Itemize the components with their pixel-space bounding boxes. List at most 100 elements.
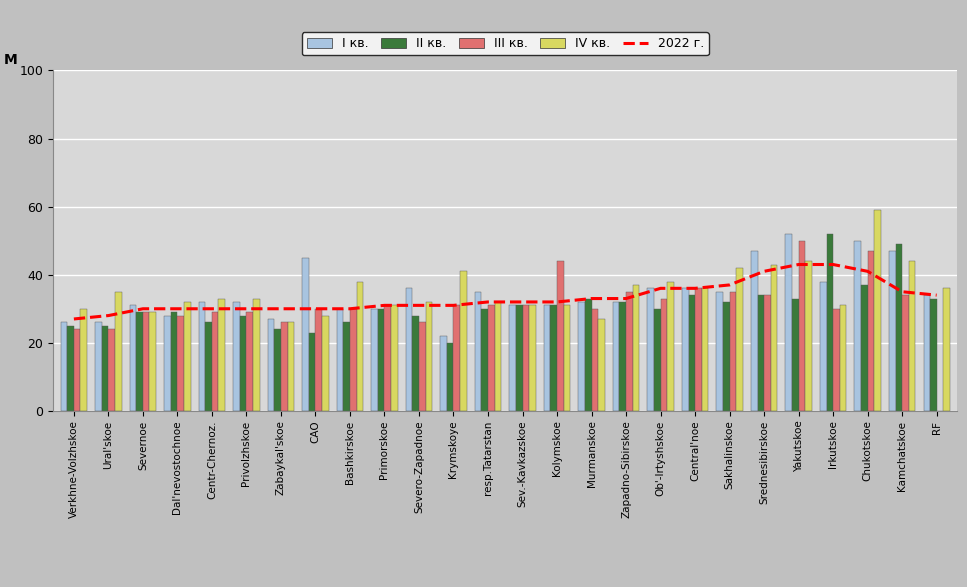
Bar xyxy=(177,316,184,411)
Bar xyxy=(488,305,494,411)
Bar xyxy=(482,309,488,411)
Bar xyxy=(136,312,143,411)
Bar xyxy=(943,288,950,411)
Bar xyxy=(357,282,363,411)
Bar xyxy=(494,302,501,411)
Bar xyxy=(253,299,259,411)
Bar xyxy=(736,268,743,411)
Bar xyxy=(102,326,108,411)
Bar xyxy=(682,288,689,411)
Bar xyxy=(626,292,632,411)
Bar xyxy=(874,210,881,411)
Bar xyxy=(585,299,592,411)
Bar xyxy=(550,305,557,411)
Bar xyxy=(68,326,73,411)
Bar xyxy=(171,312,177,411)
Bar xyxy=(785,234,792,411)
Bar xyxy=(460,271,467,411)
Bar xyxy=(80,309,87,411)
Bar xyxy=(425,302,432,411)
Bar xyxy=(820,282,827,411)
Bar xyxy=(108,329,115,411)
Bar xyxy=(757,295,764,411)
Bar xyxy=(510,305,516,411)
Bar xyxy=(315,309,322,411)
Bar xyxy=(130,305,136,411)
Bar xyxy=(275,329,281,411)
Bar xyxy=(199,302,205,411)
Bar xyxy=(729,292,736,411)
Bar xyxy=(529,305,536,411)
Bar xyxy=(287,322,294,411)
Bar xyxy=(695,288,702,411)
Bar xyxy=(632,285,639,411)
Bar xyxy=(717,292,723,411)
Bar xyxy=(440,336,447,411)
Bar xyxy=(689,295,695,411)
Bar xyxy=(337,309,343,411)
Bar xyxy=(855,241,861,411)
Bar xyxy=(839,305,846,411)
Bar xyxy=(751,251,757,411)
Bar xyxy=(475,292,482,411)
Bar xyxy=(806,261,811,411)
Bar xyxy=(557,261,564,411)
Bar xyxy=(543,305,550,411)
Bar xyxy=(391,305,397,411)
Bar xyxy=(378,309,385,411)
Bar xyxy=(303,258,308,411)
Bar xyxy=(96,322,102,411)
Bar xyxy=(902,295,909,411)
Bar xyxy=(413,316,419,411)
Bar xyxy=(219,299,225,411)
Bar xyxy=(516,305,522,411)
Bar xyxy=(909,261,915,411)
Bar xyxy=(771,265,777,411)
Text: М: М xyxy=(4,53,17,67)
Bar xyxy=(240,316,247,411)
Bar xyxy=(702,288,708,411)
Bar xyxy=(723,302,729,411)
Bar xyxy=(205,322,212,411)
Bar xyxy=(648,288,654,411)
Bar xyxy=(61,322,68,411)
Bar xyxy=(73,329,80,411)
Bar xyxy=(164,316,171,411)
Bar xyxy=(578,302,585,411)
Bar xyxy=(667,282,674,411)
Bar xyxy=(620,302,626,411)
Bar xyxy=(867,251,874,411)
Bar xyxy=(419,322,425,411)
Bar xyxy=(115,292,122,411)
Bar xyxy=(150,312,156,411)
Bar xyxy=(930,299,937,411)
Bar xyxy=(184,302,190,411)
Bar xyxy=(834,309,839,411)
Bar xyxy=(660,299,667,411)
Bar xyxy=(564,305,571,411)
Bar xyxy=(613,302,620,411)
Bar xyxy=(350,309,357,411)
Bar xyxy=(861,285,867,411)
Bar xyxy=(923,295,930,411)
Bar xyxy=(308,333,315,411)
Bar xyxy=(598,319,604,411)
Bar xyxy=(406,288,413,411)
Bar xyxy=(889,251,895,411)
Bar xyxy=(268,319,275,411)
Bar xyxy=(281,322,287,411)
Bar xyxy=(247,312,253,411)
Bar xyxy=(764,295,771,411)
Bar xyxy=(799,241,806,411)
Bar xyxy=(895,244,902,411)
Bar xyxy=(385,305,391,411)
Bar xyxy=(792,299,799,411)
Bar xyxy=(322,316,329,411)
Bar xyxy=(654,309,660,411)
Bar xyxy=(454,305,460,411)
Bar xyxy=(827,234,834,411)
Bar xyxy=(522,305,529,411)
Bar xyxy=(143,312,150,411)
Bar xyxy=(371,309,378,411)
Bar xyxy=(592,309,598,411)
